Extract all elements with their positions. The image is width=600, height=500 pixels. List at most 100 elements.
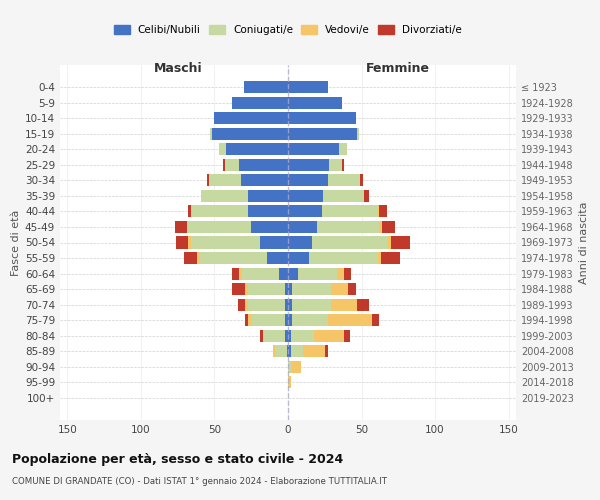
- Bar: [248, 283, 285, 295]
- Bar: [251, 221, 288, 233]
- Bar: [214, 112, 288, 124]
- Y-axis label: Fasce di età: Fasce di età: [11, 210, 21, 276]
- Bar: [288, 236, 311, 248]
- Bar: [380, 252, 400, 264]
- Bar: [288, 330, 291, 342]
- Bar: [378, 206, 379, 218]
- Bar: [292, 283, 331, 295]
- Bar: [328, 314, 372, 326]
- Bar: [288, 298, 292, 310]
- Bar: [288, 81, 328, 94]
- Bar: [273, 345, 275, 358]
- Bar: [292, 314, 328, 326]
- Bar: [379, 221, 382, 233]
- Bar: [322, 206, 378, 218]
- Bar: [323, 190, 364, 202]
- Bar: [337, 268, 344, 280]
- Bar: [188, 221, 251, 233]
- Text: Maschi: Maschi: [154, 62, 203, 75]
- Bar: [364, 190, 369, 202]
- Bar: [241, 174, 288, 186]
- Bar: [288, 268, 298, 280]
- Bar: [378, 252, 380, 264]
- Bar: [279, 268, 288, 280]
- Bar: [291, 330, 314, 342]
- Bar: [212, 128, 288, 140]
- Bar: [191, 206, 193, 218]
- Bar: [308, 252, 378, 264]
- Bar: [288, 283, 292, 295]
- Bar: [288, 314, 292, 326]
- Bar: [331, 298, 357, 310]
- Bar: [260, 330, 263, 342]
- Bar: [372, 314, 379, 326]
- Bar: [175, 221, 187, 233]
- Text: Popolazione per età, sesso e stato civile - 2024: Popolazione per età, sesso e stato civil…: [12, 452, 343, 466]
- Bar: [248, 314, 251, 326]
- Bar: [357, 128, 359, 140]
- Bar: [201, 190, 248, 202]
- Bar: [298, 268, 337, 280]
- Bar: [288, 174, 328, 186]
- Bar: [251, 314, 285, 326]
- Bar: [344, 330, 350, 342]
- Bar: [291, 345, 303, 358]
- Bar: [288, 360, 292, 373]
- Bar: [232, 268, 239, 280]
- Bar: [232, 283, 245, 295]
- Bar: [245, 283, 248, 295]
- Bar: [285, 283, 288, 295]
- Bar: [193, 206, 248, 218]
- Bar: [245, 298, 248, 310]
- Bar: [263, 330, 265, 342]
- Bar: [223, 159, 225, 171]
- Bar: [260, 236, 288, 248]
- Bar: [288, 190, 323, 202]
- Bar: [343, 159, 344, 171]
- Bar: [382, 221, 395, 233]
- Bar: [292, 360, 301, 373]
- Bar: [288, 144, 340, 156]
- Bar: [288, 345, 291, 358]
- Bar: [210, 128, 212, 140]
- Bar: [242, 268, 279, 280]
- Bar: [288, 376, 291, 388]
- Bar: [329, 159, 343, 171]
- Bar: [317, 221, 379, 233]
- Bar: [265, 330, 285, 342]
- Bar: [391, 236, 410, 248]
- Bar: [344, 268, 351, 280]
- Bar: [314, 330, 344, 342]
- Bar: [360, 174, 363, 186]
- Bar: [303, 345, 325, 358]
- Bar: [248, 298, 285, 310]
- Text: COMUNE DI GRANDATE (CO) - Dati ISTAT 1° gennaio 2024 - Elaborazione TUTTITALIA.I: COMUNE DI GRANDATE (CO) - Dati ISTAT 1° …: [12, 478, 387, 486]
- Bar: [285, 330, 288, 342]
- Bar: [288, 96, 343, 109]
- Bar: [239, 268, 242, 280]
- Bar: [288, 159, 329, 171]
- Bar: [388, 236, 391, 248]
- Bar: [325, 345, 328, 358]
- Y-axis label: Anni di nascita: Anni di nascita: [579, 201, 589, 284]
- Bar: [288, 128, 357, 140]
- Bar: [191, 236, 260, 248]
- Bar: [288, 112, 356, 124]
- Legend: Celibi/Nubili, Coniugati/e, Vedovi/e, Divorziati/e: Celibi/Nubili, Coniugati/e, Vedovi/e, Di…: [110, 20, 466, 39]
- Bar: [176, 236, 188, 248]
- Bar: [285, 298, 288, 310]
- Bar: [292, 298, 331, 310]
- Bar: [200, 252, 268, 264]
- Bar: [239, 159, 288, 171]
- Text: Femmine: Femmine: [365, 62, 430, 75]
- Bar: [268, 252, 288, 264]
- Bar: [357, 298, 369, 310]
- Bar: [328, 174, 360, 186]
- Bar: [340, 144, 347, 156]
- Bar: [349, 283, 356, 295]
- Bar: [187, 221, 188, 233]
- Bar: [188, 206, 191, 218]
- Bar: [207, 174, 209, 186]
- Bar: [379, 206, 386, 218]
- Bar: [288, 221, 317, 233]
